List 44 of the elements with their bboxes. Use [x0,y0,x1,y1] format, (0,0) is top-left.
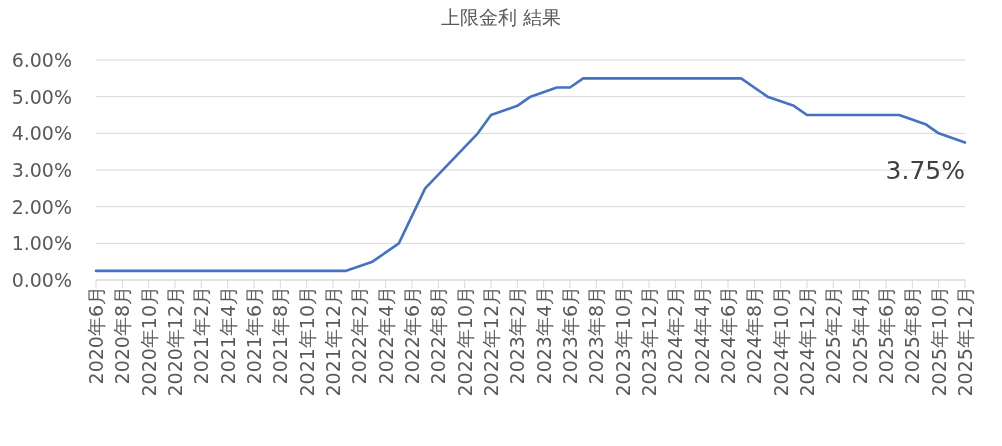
x-tick-label: 2020年12月 [164,286,186,397]
x-tick-label: 2022年2月 [348,286,371,385]
x-tick-label: 2025年6月 [875,286,897,385]
x-tick-label: 2021年2月 [190,286,213,385]
x-tick-label: 2021年4月 [216,286,239,385]
y-tick-label: 6.00% [11,49,72,71]
x-tick-label: 2020年8月 [111,286,134,385]
y-tick-label: 4.00% [11,122,72,145]
y-tick-label: 3.00% [11,159,72,181]
y-tick-label: 1.00% [11,232,72,255]
x-tick-label: 2021年10月 [295,286,318,397]
x-tick-label: 2022年10月 [453,286,476,397]
x-tick-label: 2024年2月 [664,286,687,385]
chart-title: 上限金利 結果 [440,6,562,28]
annotation: 3.75% [885,155,965,185]
x-tick-label: 2024年8月 [743,286,766,385]
x-tick-label: 2022年4月 [374,286,397,385]
x-tick-label: 2024年12月 [796,286,818,397]
x-tick-label: 2023年12月 [638,286,660,397]
x-tick-label: 2021年12月 [322,286,344,397]
x-tick-label: 2025年4月 [848,286,871,385]
x-tick-label: 2024年10月 [769,286,792,397]
x-tick-label: 2025年10月 [927,286,950,397]
x-tick-label: 2020年6月 [85,286,107,385]
line-series [94,77,967,273]
x-tick-label: 2022年8月 [427,286,450,385]
x-tick-label: 2024年6月 [717,286,739,385]
x-tick-label: 2021年8月 [269,286,292,385]
x-tick-label: 2023年8月 [585,286,608,385]
x-tick-label: 2025年8月 [901,286,924,385]
x-tick-label: 2025年2月 [822,286,845,385]
x-tick-label: 2021年6月 [243,286,265,385]
x-tick-label: 2025年12月 [954,286,976,397]
x-tick-label: 2022年6月 [401,286,423,385]
x-tick-label: 2023年2月 [506,286,529,385]
y-tick-label: 2.00% [11,195,72,218]
y-tick-label: 5.00% [11,85,72,108]
x-tick-label: 2024年4月 [690,286,713,385]
x-tick-label: 2020年10月 [137,286,160,397]
x-tick-label: 2023年4月 [532,286,555,385]
y-tick-label: 0.00% [11,269,72,291]
x-tick-label: 2023年6月 [559,286,581,385]
x-tick-label: 2022年12月 [480,286,502,397]
x-tick-label: 2023年10月 [611,286,634,397]
